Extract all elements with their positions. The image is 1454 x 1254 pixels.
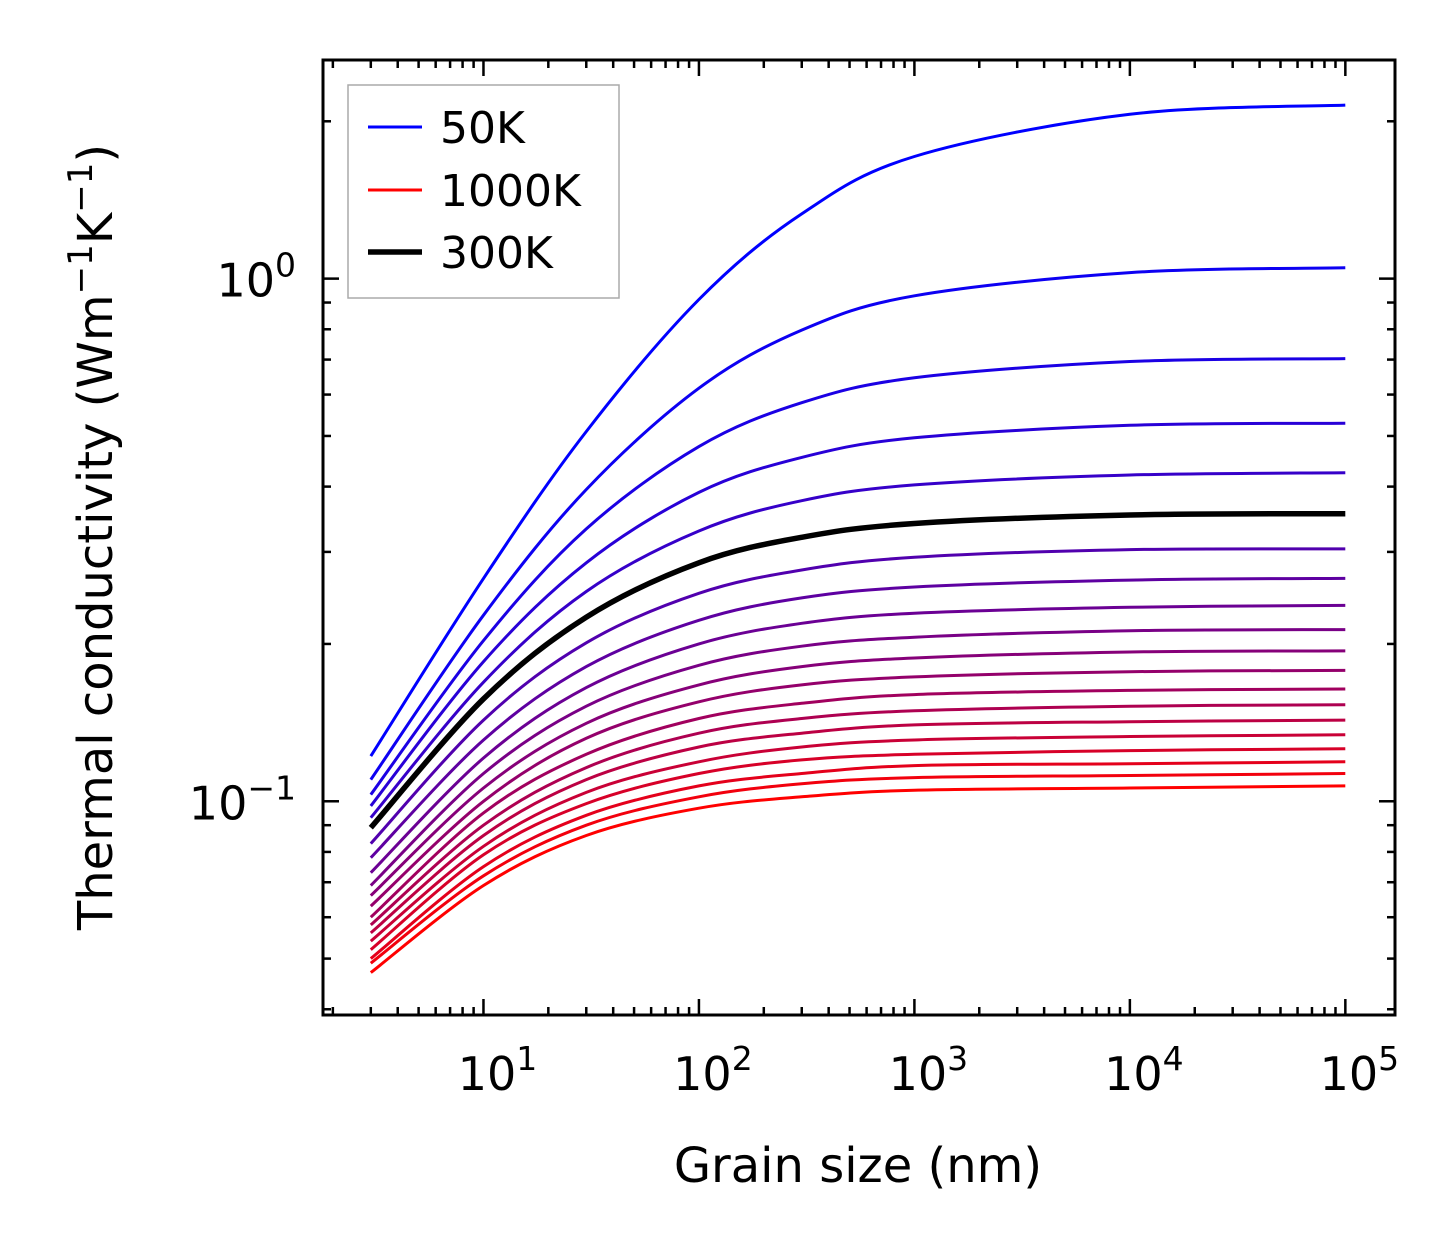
legend-label-50k: 50K xyxy=(440,103,526,154)
series-line-600k xyxy=(369,668,1346,908)
legend-label-1000k: 1000K xyxy=(440,166,582,217)
series-line-100k xyxy=(369,266,1346,781)
series-line-950k xyxy=(369,772,1346,965)
series-line-1000k xyxy=(369,784,1346,974)
series-line-500k xyxy=(369,628,1346,887)
x-tick-label: 104 xyxy=(1104,1039,1184,1101)
series-line-50k xyxy=(369,103,1346,757)
y-axis-label: Thermal conductivity (Wm−1K−1) xyxy=(61,144,124,931)
y-tick-label: 10−1 xyxy=(189,768,296,830)
tick-labels: 101 102 103 104 105 10−1 100 xyxy=(189,246,1399,1101)
legend-label-300k: 300K xyxy=(440,228,554,279)
y-tick-label: 100 xyxy=(216,246,296,308)
series-line-700k xyxy=(369,703,1346,927)
series-line-850k xyxy=(369,747,1346,951)
plot-frame xyxy=(321,58,1397,1017)
x-tick-label: 102 xyxy=(673,1039,753,1101)
x-tick-label: 101 xyxy=(458,1039,538,1101)
series-line-450k xyxy=(369,603,1346,874)
series-line-900k xyxy=(369,760,1346,960)
legend: 50K 1000K 300K xyxy=(347,84,620,299)
series-line-250k xyxy=(369,471,1346,819)
x-tick-label: 103 xyxy=(889,1039,969,1101)
x-tick-label: 105 xyxy=(1320,1039,1400,1101)
curves xyxy=(368,103,1346,974)
series-line-750k xyxy=(369,718,1346,935)
series-line-650k xyxy=(369,687,1346,919)
series-line-550k xyxy=(369,649,1346,897)
series-line-150k xyxy=(369,357,1346,796)
series-line-200k xyxy=(369,421,1346,807)
x-axis-label: Grain size (nm) xyxy=(674,1138,1042,1194)
series-line-300k-highlight xyxy=(368,510,1346,830)
series-line-350k xyxy=(369,547,1346,845)
series-line-400k xyxy=(369,576,1346,859)
series-line-800k xyxy=(369,733,1346,943)
